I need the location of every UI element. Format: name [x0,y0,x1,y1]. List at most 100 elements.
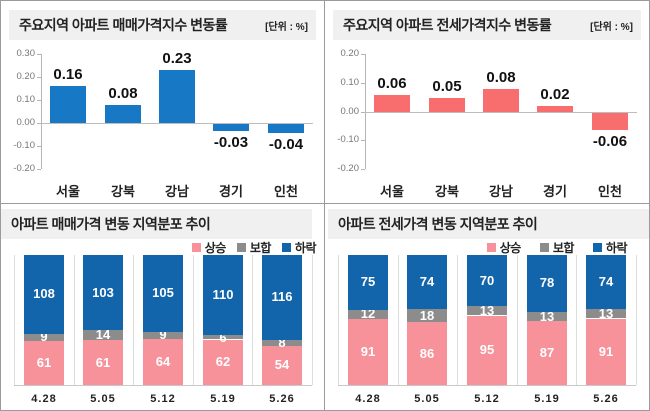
segment-보합 [24,334,64,341]
category-separator-line [517,255,518,385]
segment-value-label: 105 [152,285,174,300]
legend-label: 상승 [204,240,227,255]
segment-상승 [83,340,123,385]
segment-value-label: 64 [155,354,171,369]
panel-jeonse-index-chart: 주요지역 아파트 전세가격지수 변동률 [단위 : %] 0.20 0.10 0.0… [325,1,649,204]
segment-상승 [586,319,626,385]
segment-보합 [586,309,626,318]
segment-상승 [467,316,507,385]
segment-보합 [143,332,183,339]
panel-sale-distribution-chart: 아파트 매매가격 변동 지역분포 추이 상승 보합 하락 61 9 108 4.28 61 1… [1,204,325,410]
chart-title-bar: 아파트 매매가격 변동 지역분포 추이 [1,209,312,239]
segment-상승 [203,340,243,385]
legend-label: 하락 [605,240,628,255]
segment-상승 [407,322,447,385]
segment-하락 [262,255,302,340]
chart-title: 주요지역 아파트 매매가격지수 변동률 [19,17,228,33]
y-tick-label: 0.10 [16,94,36,105]
chart-title: 아파트 매매가격 변동 지역분포 추이 [11,216,211,232]
segment-보합 [467,306,507,315]
bar-강남 [483,89,519,112]
y-tick-mark [37,169,41,170]
y-tick-label: -0.10 [13,140,35,151]
segment-하락 [467,255,507,306]
segment-value-label: 108 [33,286,55,301]
segment-value-label: 95 [479,342,495,357]
x-category-label: 강북 [435,184,459,199]
y-tick-mark [37,123,41,124]
x-category-label: 5.26 [593,393,619,405]
x-category-label: 5.05 [90,393,116,405]
segment-value-label: 91 [360,344,376,359]
segment-value-label: 110 [212,287,234,302]
y-tick-label: 0.00 [16,117,36,128]
segment-상승 [348,319,388,385]
x-category-label: 서울 [56,184,80,199]
x-category-label: 경기 [219,184,243,199]
panel-sale-index-chart: 주요지역 아파트 매매가격지수 변동률 [단위 : %] 0.30 0.20 0.1… [1,1,325,204]
segment-value-label: 62 [215,354,231,369]
segment-보합 [83,330,123,340]
segment-value-label: 74 [598,274,614,289]
segment-value-label: 13 [539,309,555,324]
segment-value-label: 9 [159,327,167,342]
y-tick-mark [37,77,41,78]
segment-value-label: 74 [419,274,435,289]
y-tick-mark [37,146,41,147]
bar-value-label: 0.06 [377,75,407,92]
chart-title: 아파트 전세가격 변동 지역분포 추이 [338,216,538,232]
x-category-label: 5.19 [210,393,236,405]
y-tick-mark [37,54,41,55]
segment-value-label: 61 [95,355,111,370]
legend-swatch-icon [486,242,496,252]
segment-value-label: 18 [419,308,435,323]
bar-value-label: -0.06 [592,133,628,150]
segment-보합 [527,312,567,321]
bar-value-label: 0.08 [108,85,138,102]
bar-강북 [105,105,141,123]
legend-label: 상승 [499,240,522,255]
segment-하락 [586,255,626,309]
segment-value-label: 8 [278,335,286,350]
sale-distribution-plot: 61 9 108 4.28 61 14 103 5.05 64 9 105 5.12 62 6 110 5.1… [1,254,324,406]
segment-value-label: 61 [36,355,52,370]
x-category-label: 4.28 [31,393,57,405]
x-category-label: 강북 [111,184,135,199]
segment-상승 [24,340,64,385]
bar-value-label: 0.02 [540,86,570,103]
x-category-label: 인천 [274,184,298,199]
y-tick-label: -0.20 [337,163,359,174]
legend-item-상승: 상승 [486,239,522,256]
legend-item-하락: 하락 [281,239,317,256]
x-category-label: 5.12 [150,393,176,405]
category-separator-line [636,255,637,385]
bar-강북 [429,98,465,112]
x-category-label: 인천 [598,184,622,199]
category-separator-line [338,255,339,385]
legend-item-상승: 상승 [191,239,227,256]
segment-하락 [24,255,64,334]
legend-item-보합: 보합 [236,239,271,256]
segment-상승 [527,321,567,385]
bar-value-label: 0.05 [432,78,462,95]
category-separator-line [133,255,134,385]
chart-title-bar: 아파트 전세가격 변동 지역분포 추이 [328,209,649,239]
segment-value-label: 116 [271,289,293,304]
segment-value-label: 9 [40,329,48,344]
legend-swatch-icon [236,242,246,252]
segment-보합 [203,335,243,339]
bar-value-label: 0.23 [162,50,192,67]
bar-경기 [213,124,249,131]
y-tick-mark [361,169,365,170]
segment-value-label: 6 [219,330,227,345]
segment-하락 [348,255,388,310]
x-axis-baseline [14,385,312,386]
unit-label: [단위 : %] [265,21,308,33]
chart-title-bar: 주요지역 아파트 매매가격지수 변동률 [단위 : %] [9,10,316,40]
y-tick-label: -0.20 [13,163,35,174]
x-category-label: 5.26 [269,393,295,405]
x-category-label: 서울 [380,184,404,199]
chart-title-bar: 주요지역 아파트 전세가격지수 변동률 [단위 : %] [333,10,641,40]
jeonse-index-plot: 0.20 0.10 0.00 -0.10 -0.20 0.06 서울 0.05 강북 0.08 강남… [325,45,649,203]
